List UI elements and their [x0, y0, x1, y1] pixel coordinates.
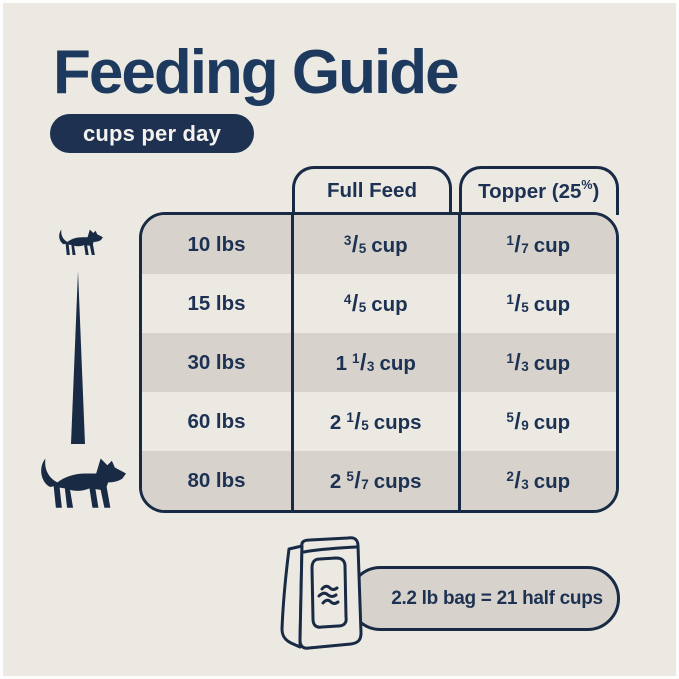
cups-per-day-badge: cups per day	[50, 114, 254, 153]
feeding-table-body: 10 lbs 3/5 cup 1/7 cup 15 lbs 4/5 cup 1/5 cu…	[139, 212, 619, 513]
weight-cell: 15 lbs	[187, 291, 246, 315]
table-row: 10 lbs 3/5 cup 1/7 cup	[142, 215, 616, 274]
column-header-topper: Topper (25%)	[458, 166, 619, 215]
full-feed-cell: 3/5 cup	[291, 215, 458, 274]
table-row: 80 lbs 2 5/7 cups 2/3 cup	[142, 451, 616, 510]
page-title: Feeding Guide	[53, 38, 460, 107]
full-feed-cell: 1 1/3 cup	[291, 333, 458, 392]
full-feed-header-label: Full Feed	[327, 179, 417, 202]
topper-cell: 1/7 cup	[457, 215, 617, 274]
table-row: 30 lbs 1 1/3 cup 1/3 cup	[142, 333, 616, 392]
column-header-full-feed: Full Feed	[292, 166, 452, 215]
small-dog-icon	[59, 229, 103, 255]
large-dog-icon	[41, 458, 127, 508]
table-row: 60 lbs 2 1/5 cups 5/9 cup	[142, 392, 616, 451]
badge-label: cups per day	[82, 120, 222, 146]
size-scale-triangle	[71, 271, 85, 444]
bag-yield-pill: 2.2 lb bag = 21 half cups	[348, 566, 620, 631]
full-feed-cell: 4/5 cup	[291, 274, 458, 333]
bag-yield-note: 2.2 lb bag = 21 half cups	[391, 587, 603, 609]
weight-cell: 60 lbs	[187, 409, 246, 433]
table-row: 15 lbs 4/5 cup 1/5 cup	[142, 274, 616, 333]
dog-size-scale	[0, 0, 139, 540]
topper-cell: 1/5 cup	[457, 274, 617, 333]
weight-cell: 30 lbs	[187, 350, 246, 374]
kibble-bag-icon	[280, 536, 363, 650]
topper-cell: 5/9 cup	[457, 392, 617, 451]
topper-cell: 1/3 cup	[457, 333, 617, 392]
full-feed-cell: 2 5/7 cups	[291, 451, 458, 510]
topper-header-label: Topper (25%)	[478, 177, 600, 203]
feeding-table: Full Feed Topper (25%) 10 lbs 3/5 cup 1/7…	[139, 166, 620, 514]
weight-cell: 80 lbs	[187, 468, 246, 492]
weight-cell: 10 lbs	[187, 232, 246, 256]
topper-cell: 2/3 cup	[457, 451, 617, 510]
full-feed-cell: 2 1/5 cups	[291, 392, 458, 451]
